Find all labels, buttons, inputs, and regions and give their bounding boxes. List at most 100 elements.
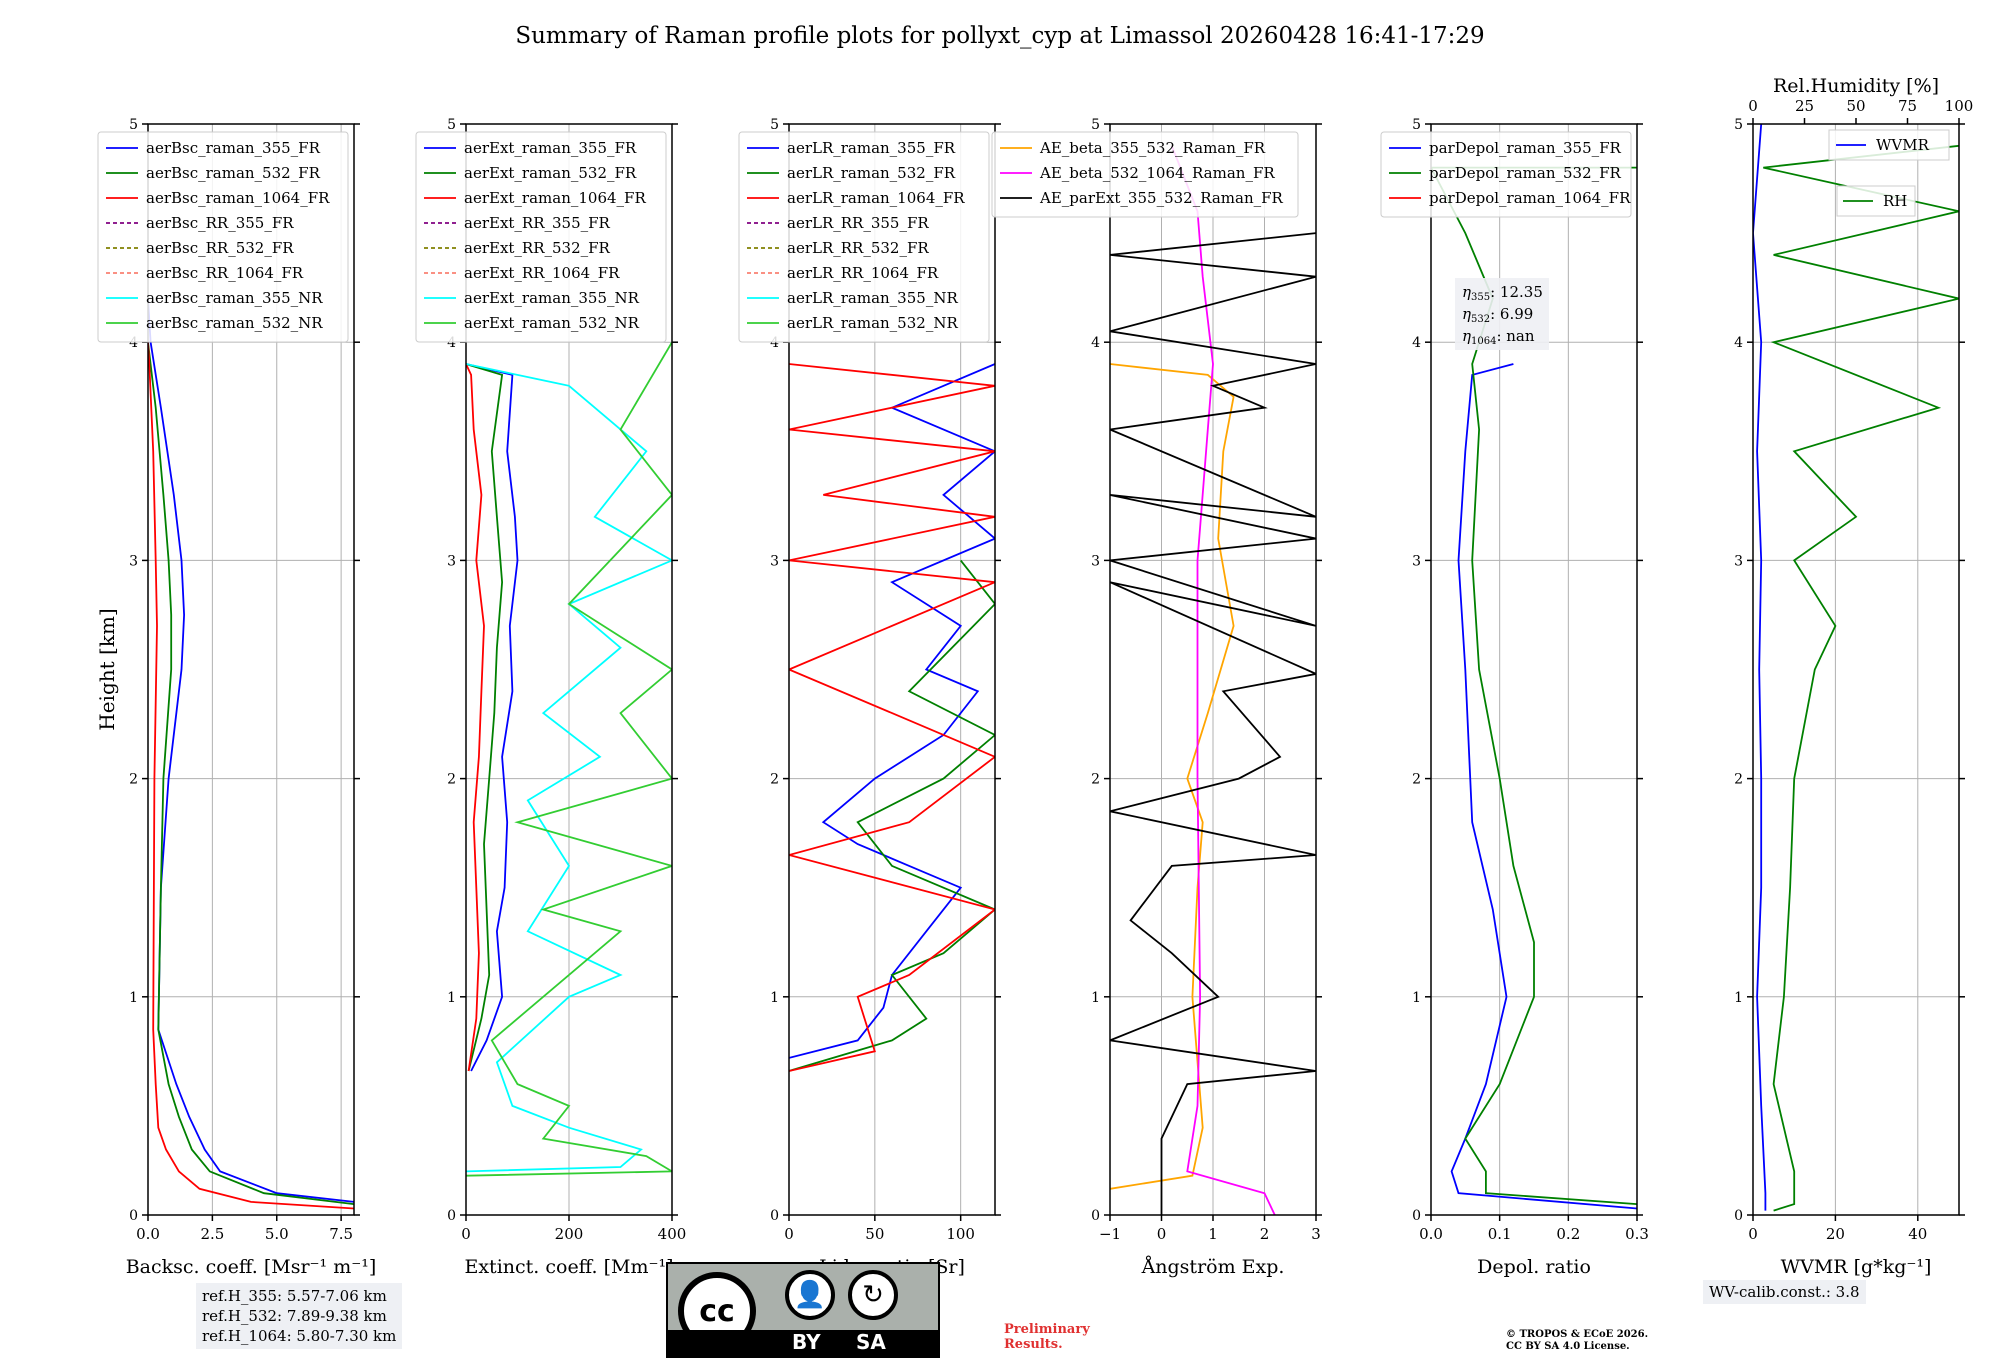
legend-entry-rh: RH [1883,192,1907,210]
legend: aerLR_raman_355_FR aerLR_raman_532_FR aerL… [738,131,990,343]
y-tick-label: 3 [1734,553,1743,569]
x-tick-label: 100 [946,1225,975,1243]
top-x-tick-label: 25 [1795,97,1814,115]
share-alike-icon: ↻ [848,1270,898,1320]
figure-title: Summary of Raman profile plots for polly… [515,23,1484,49]
x-tick-label: 200 [555,1225,584,1243]
x-tick-label: 1 [1208,1225,1218,1243]
legend-entry-aerExt_raman_355_FR: aerExt_raman_355_FR [464,139,637,157]
series-aerExt_raman_532_FR [466,363,504,1072]
series-AE_beta_355_532_Raman_FR [1110,363,1235,1190]
legend-entry-AE_beta_355_532_Raman_FR: AE_beta_355_532_Raman_FR [1039,139,1266,157]
x-tick-label: 0 [1157,1225,1167,1243]
annotation-line: η532: 6.99 [1462,305,1533,325]
y-tick-label: 4 [770,335,779,351]
y-tick-label: 5 [770,117,779,133]
legend-entry-aerExt_raman_1064_FR: aerExt_raman_1064_FR [464,189,646,207]
x-tick-label: 0 [461,1225,471,1243]
axes-frame [465,123,673,1216]
y-tick-label: 2 [129,772,138,788]
legend: aerExt_raman_355_FR aerExt_raman_532_FRae… [415,131,667,343]
axes-frame [1752,123,1960,1216]
x-tick-label: 50 [865,1225,884,1243]
legend-entry-aerBsc_RR_1064_FR: aerBsc_RR_1064_FR [146,264,304,282]
series-parDepol_raman_532_FR [1431,166,1637,1205]
x-tick-label: 2 [1260,1225,1270,1243]
legend-entry-aerBsc_raman_532_NR: aerBsc_raman_532_NR [146,314,323,332]
series-aerExt_raman_1064_FR [466,363,485,1072]
y-tick-label: 2 [1412,772,1421,788]
person-icon: 👤 [785,1270,835,1320]
series-WVMR [1753,124,1767,1211]
y-tick-label: 2 [1091,772,1100,788]
y-tick-label: 1 [447,990,456,1006]
annotation-box [1455,278,1549,350]
y-tick-label: 1 [1412,990,1421,1006]
legend-entry-parDepol_raman_1064_FR: parDepol_raman_1064_FR [1429,189,1631,207]
series-aerExt_raman_355_FR [466,363,519,1072]
legend-entry-aerLR_raman_355_FR: aerLR_raman_355_FR [787,139,956,157]
legend-entry-aerBsc_raman_1064_FR: aerBsc_raman_1064_FR [146,189,330,207]
legend-entry-aerExt_RR_532_FR: aerExt_RR_532_FR [464,239,611,257]
y-tick-label: 3 [129,553,138,569]
axes-frame [147,123,355,1216]
legend-entry-aerLR_raman_355_NR: aerLR_raman_355_NR [787,289,958,307]
y-tick-label: 4 [1091,335,1100,351]
series-aerLR_raman_355_FR [789,363,995,1059]
x-tick-label: 0.3 [1625,1225,1649,1243]
axes-frame [788,123,996,1216]
annotation-line: η1064: nan [1462,327,1535,347]
y-tick-label: 0 [1734,1208,1743,1224]
copyright-line-1: © TROPOS & ECoE 2026. [1506,1329,1649,1340]
x-tick-label: 0.0 [136,1225,160,1243]
x-tick-label: 0.2 [1556,1225,1580,1243]
legend-entry-aerLR_RR_355_FR: aerLR_RR_355_FR [787,214,929,232]
legend-box [991,131,1299,218]
y-tick-label: 0 [770,1208,779,1224]
series-aerBsc_raman_532_FR [148,342,354,1205]
top-x-axis-label: Rel.Humidity [%] [1773,75,1939,97]
legend-entry-aerExt_RR_355_FR: aerExt_RR_355_FR [464,214,611,232]
preliminary-line-1: Preliminary [1004,1322,1090,1337]
preliminary-note: Preliminary Results. [1004,1322,1090,1352]
y-tick-label: 5 [129,117,138,133]
legend-box [415,131,667,343]
top-x-tick-label: 75 [1898,97,1917,115]
x-axis-label: Extinct. coeff. [Mm⁻¹] [464,1256,673,1278]
legend-entry-aerBsc_raman_355_FR: aerBsc_raman_355_FR [146,139,321,157]
legend: aerBsc_raman_355_FR aerBsc_raman_532_FRae… [97,131,349,343]
x-axis-label: Depol. ratio [1477,1256,1591,1278]
series-aerExt_raman_532_NR [466,341,672,1177]
legend-entry-aerExt_raman_355_NR: aerExt_raman_355_NR [464,289,640,307]
y-tick-label: 1 [770,990,779,1006]
x-tick-label: 40 [1908,1225,1927,1243]
y-tick-label: 3 [770,553,779,569]
y-tick-label: 4 [1412,335,1421,351]
cc-badge-bar [668,1330,938,1356]
y-tick-label: 5 [1091,117,1100,133]
series-AE_beta_532_1064_Raman_FR [1170,145,1276,1215]
reference-height-box: ref.H_355: 5.57-7.06 km ref.H_532: 7.89-… [196,1283,403,1349]
x-tick-label: 7.5 [329,1225,353,1243]
panel-lr: 012345050100Lidar ratio [Sr]aerLR_raman_… [738,117,1001,1278]
legend-box [738,131,990,343]
x-axis-label: Backsc. coeff. [Msr⁻¹ m⁻¹] [126,1256,377,1278]
series-parDepol_raman_355_FR [1450,363,1637,1210]
copyright-note: © TROPOS & ECoE 2026. CC BY SA 4.0 Licen… [1506,1329,1648,1353]
y-tick-label: 3 [447,553,456,569]
x-tick-label: 0 [784,1225,794,1243]
top-x-tick-label: 0 [1748,97,1758,115]
legend-entry-AE_parExt_355_532_Raman_FR: AE_parExt_355_532_Raman_FR [1039,189,1284,207]
ref-h-532: ref.H_532: 7.89-9.38 km [202,1307,387,1325]
legend-entry-aerExt_raman_532_NR: aerExt_raman_532_NR [464,314,640,332]
series-aerLR_raman_1064_FR [789,363,995,1072]
y-tick-label: 2 [770,772,779,788]
series-AE_parExt_355_532_Raman_FR [1110,232,1316,1215]
cc-sa-label: SA [856,1330,886,1354]
legend-entry-AE_beta_532_1064_Raman_FR: AE_beta_532_1064_Raman_FR [1039,164,1275,182]
y-tick-label: 5 [1412,117,1421,133]
legend-entry-aerBsc_raman_355_NR: aerBsc_raman_355_NR [146,289,323,307]
